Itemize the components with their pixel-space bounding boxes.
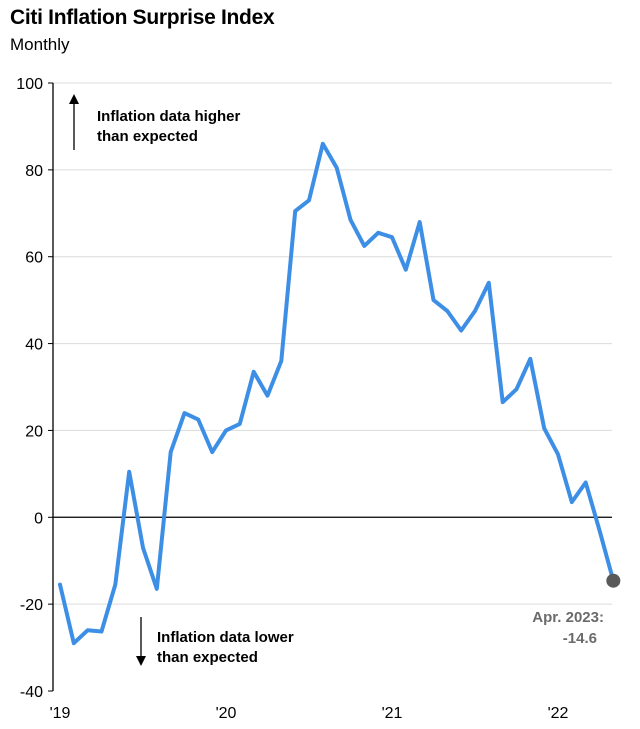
chart-title: Citi Inflation Surprise Index bbox=[10, 6, 275, 29]
annotation-lower-line1: Inflation data lower bbox=[157, 629, 294, 646]
x-axis-ticks: '19 '20 '21 '22 bbox=[50, 705, 569, 722]
down-arrow-icon bbox=[136, 617, 146, 666]
end-value-label-line1: Apr. 2023: bbox=[532, 609, 604, 626]
chart-subtitle: Monthly bbox=[10, 35, 70, 54]
y-tick-label: 40 bbox=[25, 337, 43, 354]
annotation-higher-line2: than expected bbox=[97, 128, 198, 145]
x-tick-label: '21 bbox=[382, 705, 403, 722]
y-tick-label: -40 bbox=[20, 684, 43, 701]
annotation-lower-line2: than expected bbox=[157, 649, 258, 666]
y-tick-label: 100 bbox=[16, 76, 43, 93]
y-tick-label: -20 bbox=[20, 597, 43, 614]
latest-value-marker bbox=[606, 573, 621, 588]
x-tick-label: '19 bbox=[50, 705, 71, 722]
y-axis-ticks: 100 80 60 40 20 0 -20 -40 bbox=[16, 76, 53, 701]
y-tick-label: 0 bbox=[34, 510, 43, 527]
end-value-label-line2: -14.6 bbox=[563, 630, 597, 647]
y-tick-label: 60 bbox=[25, 250, 43, 267]
gridlines bbox=[53, 82, 612, 605]
y-tick-label: 20 bbox=[25, 423, 43, 440]
x-tick-label: '20 bbox=[216, 705, 237, 722]
up-arrow-icon bbox=[69, 94, 79, 150]
y-tick-label: 80 bbox=[25, 163, 43, 180]
annotation-higher-line1: Inflation data higher bbox=[97, 108, 240, 125]
x-tick-label: '22 bbox=[548, 705, 569, 722]
inflation-surprise-series-line bbox=[58, 141, 616, 646]
